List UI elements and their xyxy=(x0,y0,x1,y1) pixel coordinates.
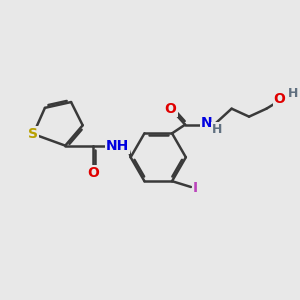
Text: O: O xyxy=(87,166,99,180)
Text: O: O xyxy=(274,92,286,106)
Text: I: I xyxy=(193,182,198,195)
Text: O: O xyxy=(165,102,176,116)
Text: H: H xyxy=(212,123,222,136)
Text: NH: NH xyxy=(106,139,129,153)
Text: S: S xyxy=(28,127,38,141)
Text: N: N xyxy=(201,116,213,130)
Text: H: H xyxy=(287,87,298,100)
